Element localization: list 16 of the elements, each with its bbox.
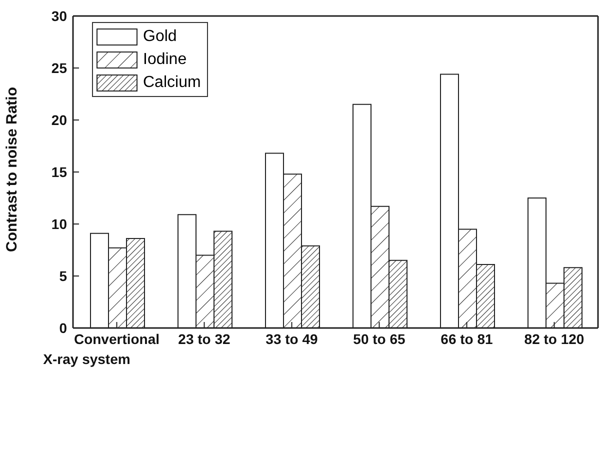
- y-tick-label: 0: [59, 320, 68, 336]
- x-tick-label: 50 to 65: [353, 331, 406, 347]
- legend-label: Gold: [143, 28, 177, 46]
- y-tick-label: 10: [51, 216, 68, 232]
- y-tick-label: 5: [59, 268, 68, 284]
- y-tick-label: 15: [51, 164, 68, 180]
- x-tick-label: 66 to 81: [440, 331, 494, 347]
- x-tick-label: 82 to 120: [524, 331, 584, 347]
- legend-label: Iodine: [143, 50, 187, 68]
- x-tick-label: 33 to 49: [266, 331, 318, 347]
- y-tick-label: 30: [51, 8, 68, 24]
- y-axis-title: Contrast to noise Ratio: [3, 86, 20, 252]
- x-tick-label: 23 to 32: [178, 331, 231, 347]
- y-tick-label: 20: [51, 112, 68, 128]
- legend-label: Calcium: [143, 74, 201, 92]
- y-tick-label: 25: [51, 60, 68, 76]
